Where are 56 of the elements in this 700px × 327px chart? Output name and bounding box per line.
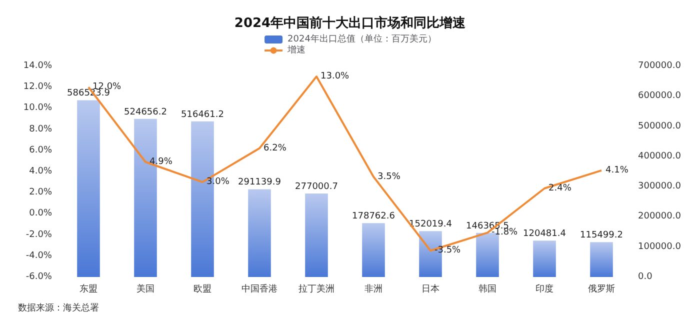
data-label: 2.4% [548, 183, 572, 194]
y2-tick-label: 500000.0 [638, 121, 682, 132]
y-tick-label: 4.0% [29, 166, 52, 176]
data-label: 3.5% [378, 172, 401, 182]
x-tick-label: 美国 [136, 284, 154, 294]
x-tick-label: 印度 [536, 284, 554, 294]
data-label: 516461.2 [181, 110, 224, 120]
legend-label: 2024年出口总值（单位：百万美元） [288, 34, 436, 44]
data-label: 13.0% [320, 72, 350, 82]
x-tick-label: 韩国 [478, 284, 496, 294]
y2-tick-label: 300000.0 [638, 182, 682, 192]
data-label: -3.5% [434, 246, 462, 256]
data-label: 152019.4 [409, 220, 452, 230]
y2-tick-label: 400000.0 [638, 151, 682, 162]
y2-tick-label: 100000.0 [638, 242, 682, 252]
x-tick-label: 俄罗斯 [588, 284, 615, 294]
y-tick-label: 8.0% [29, 124, 52, 134]
bar [77, 100, 100, 277]
y2-tick-label: 200000.0 [638, 212, 682, 222]
data-label: 524656.2 [124, 107, 167, 118]
data-label: 3.0% [206, 177, 230, 188]
legend-label: 增速 [286, 44, 306, 56]
y-tick-label: 2.0% [29, 188, 52, 198]
y2-tick-label: 600000.0 [638, 91, 682, 102]
y2-tick-label: 700000.0 [638, 61, 682, 71]
y-tick-label: -2.0% [26, 230, 52, 240]
bar [362, 223, 385, 277]
data-label: 291139.9 [238, 178, 282, 188]
data-label: 115499.2 [580, 230, 623, 241]
y-tick-label: -4.0% [26, 250, 52, 261]
data-label: 178762.6 [352, 212, 396, 222]
y-tick-label: 0.0% [29, 208, 52, 219]
x-tick-label: 日本 [422, 284, 440, 294]
source-note: 数据来源：海关总署 [18, 302, 99, 314]
data-label: 277000.7 [295, 182, 338, 192]
data-label: -1.8% [492, 228, 518, 238]
x-tick-label: 中国香港 [242, 284, 278, 294]
chart-title: 2024年中国前十大出口市场和同比增速 [234, 15, 467, 31]
x-tick-label: 欧盟 [194, 284, 212, 294]
x-tick-label: 非洲 [364, 284, 382, 294]
data-label: 4.1% [606, 165, 629, 176]
y-tick-label: 10.0% [23, 103, 52, 114]
bar [590, 242, 613, 277]
x-tick-label: 东盟 [80, 284, 98, 294]
bar [305, 194, 328, 277]
y-tick-label: 6.0% [29, 145, 52, 156]
y-tick-label: 14.0% [23, 61, 52, 71]
data-label: 120481.4 [523, 229, 566, 240]
y-tick-label: 12.0% [23, 82, 52, 92]
x-tick-label: 拉丁美洲 [298, 284, 334, 294]
y-tick-label: -6.0% [26, 272, 52, 282]
data-label: 6.2% [264, 143, 287, 154]
bar [248, 189, 271, 277]
data-label: 4.9% [150, 157, 173, 168]
bar [533, 240, 556, 277]
y2-tick-label: 0.0 [638, 272, 653, 282]
